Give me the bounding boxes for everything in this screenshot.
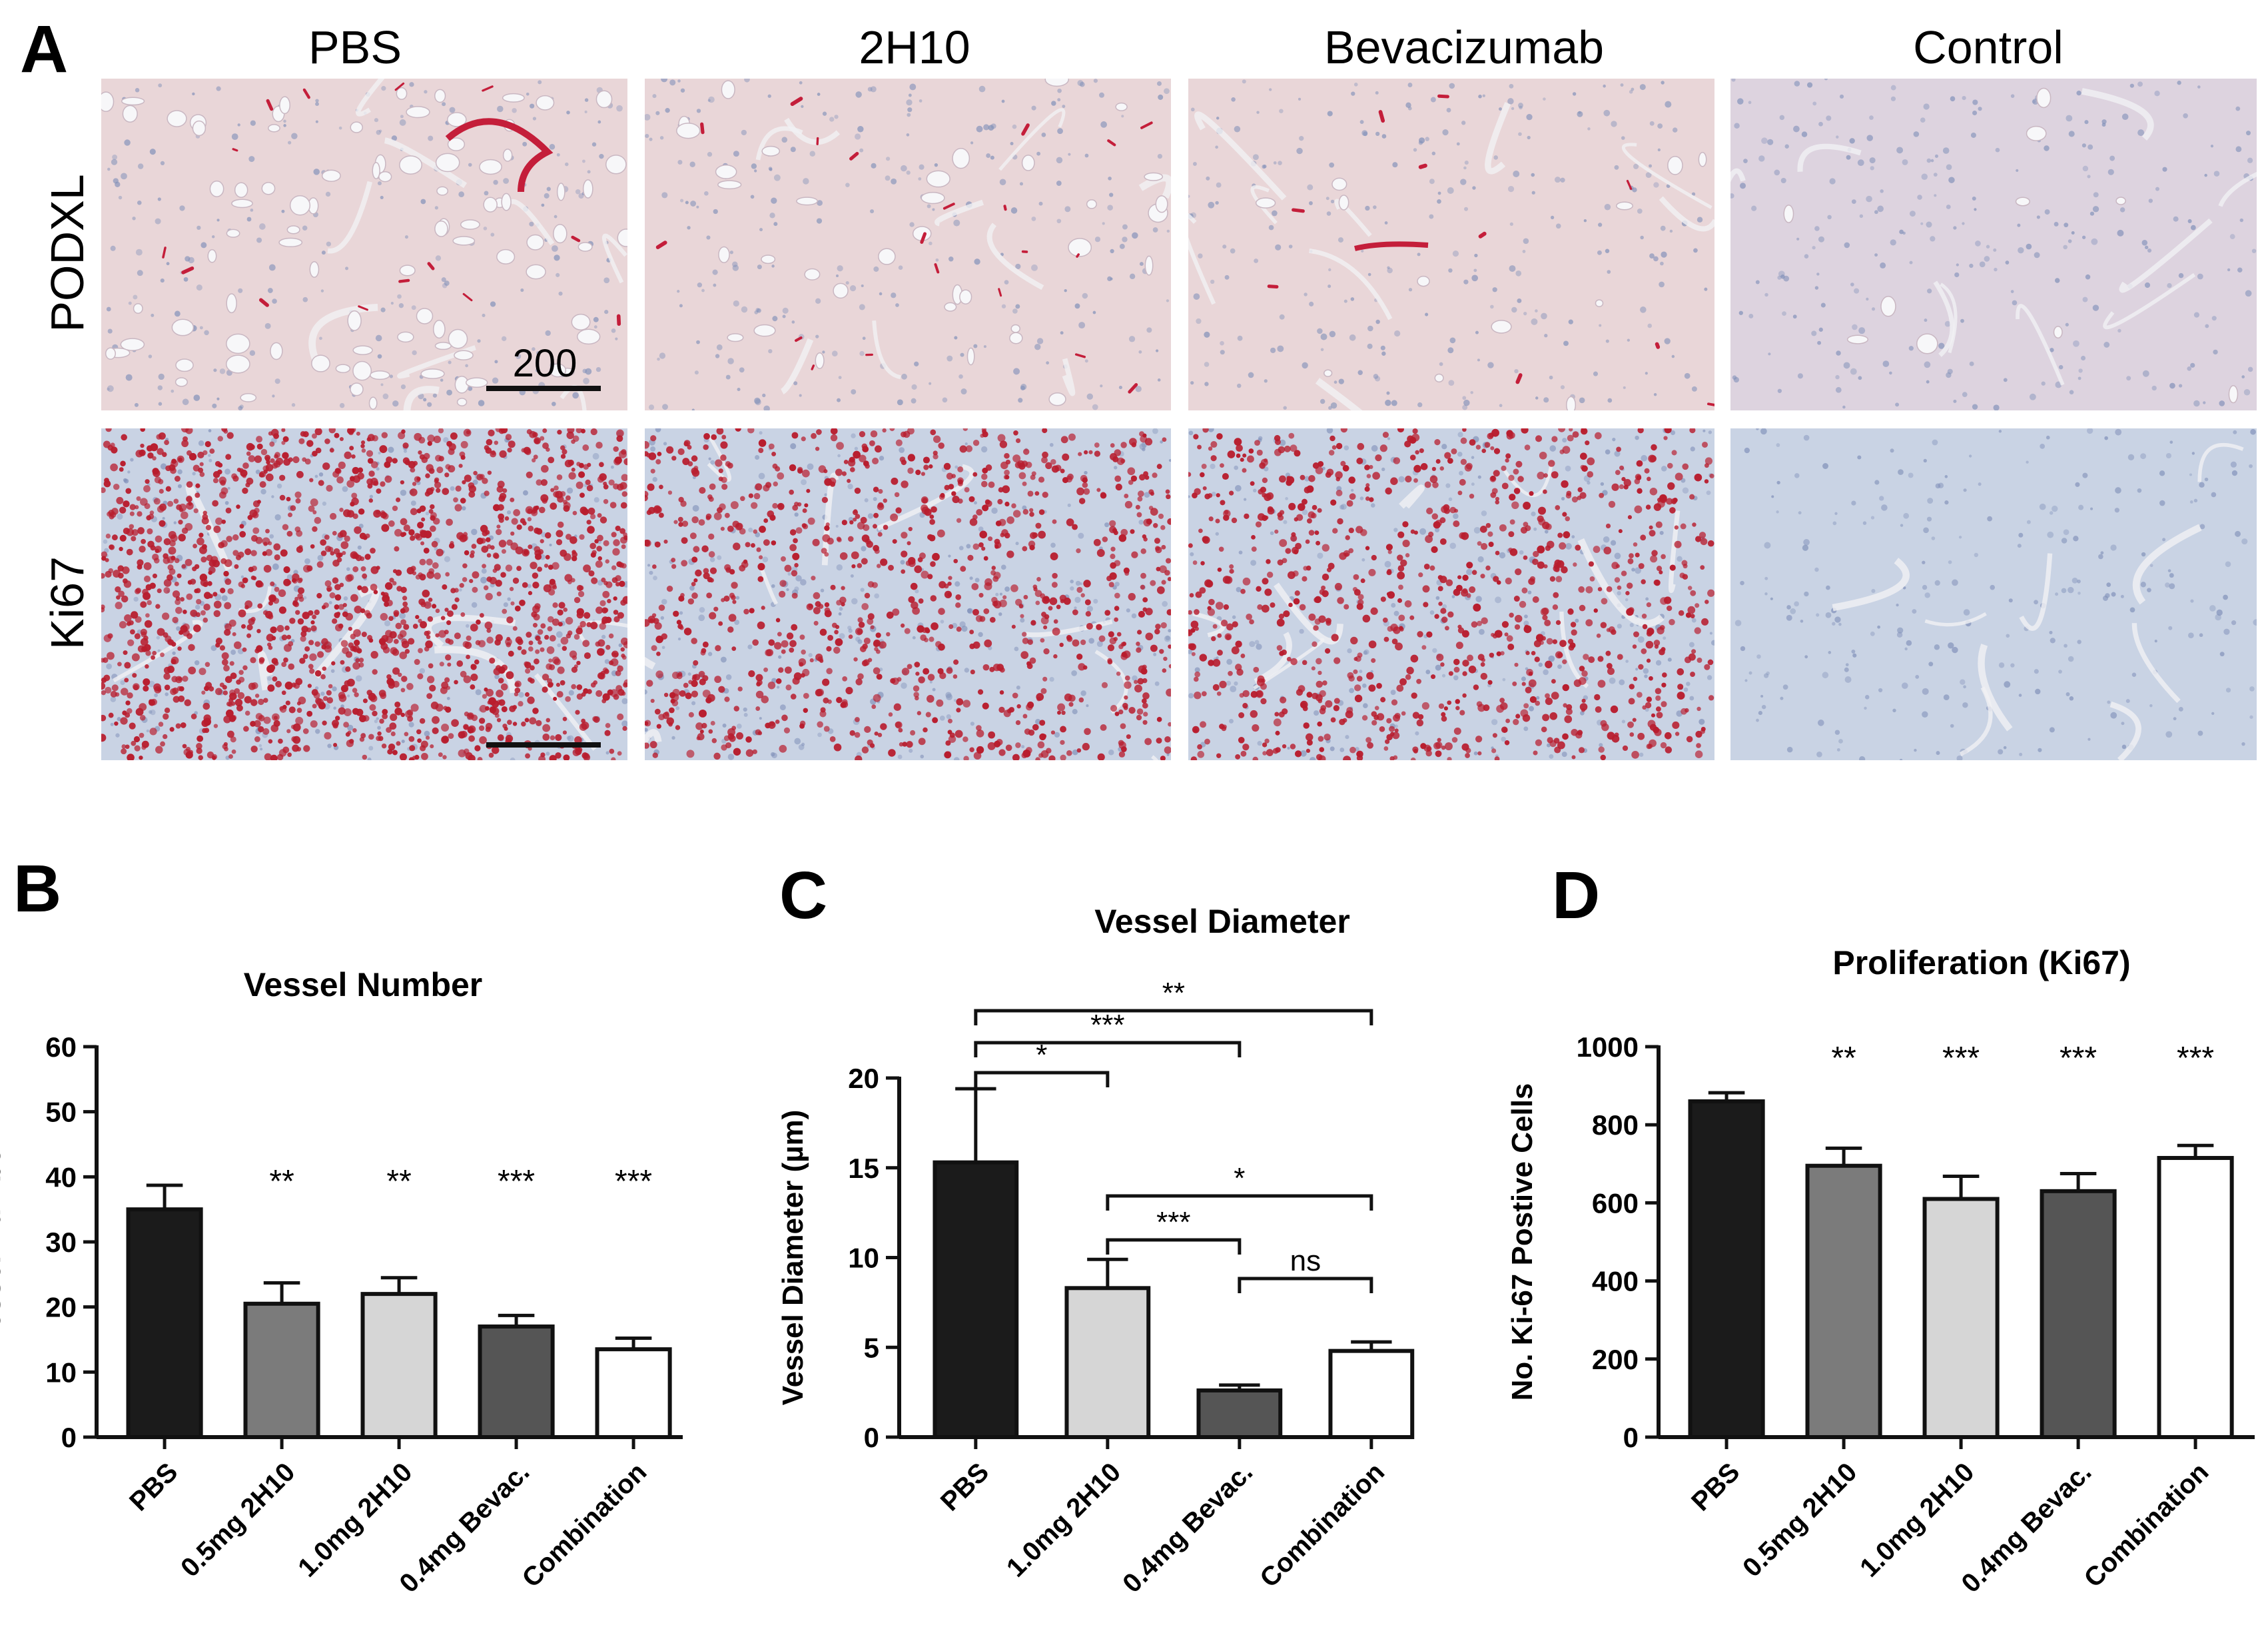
micrograph-ki67-pbs	[101, 428, 627, 760]
bracket-label: ns	[1290, 1245, 1321, 1277]
y-tick-label: 20	[848, 1063, 879, 1094]
bar	[360, 1292, 438, 1439]
y-tick-label: 200	[1592, 1344, 1639, 1375]
chart-b: B Vessel Number 0 10 20 30 40 50 60 Vessel Number…	[0, 851, 683, 1598]
bar	[1688, 1099, 1765, 1440]
category-label: 0.5mg 2H10	[1737, 1457, 1862, 1582]
y-tick-label: 10	[45, 1356, 77, 1388]
category-label: PBS	[935, 1457, 994, 1516]
bracket-label: *	[1036, 1039, 1047, 1071]
bar	[2040, 1189, 2117, 1439]
bar	[126, 1207, 203, 1439]
micrograph-ki67-control	[1730, 428, 2257, 760]
panel-letter-b: B	[13, 851, 61, 926]
bar	[1064, 1286, 1151, 1439]
category-label: 1.0mg 2H10	[292, 1457, 418, 1582]
y-tick-label: 400	[1592, 1266, 1639, 1297]
micrograph-ki67-2h10	[645, 428, 1171, 760]
comparison-bracket	[1106, 1238, 1242, 1255]
chart-title: Proliferation (Ki67)	[1832, 944, 2130, 981]
category-label: 0.5mg 2H10	[175, 1457, 300, 1582]
chart-d: D Proliferation (Ki67) 0 200 400 600 800 1000 No…	[1506, 858, 2255, 1598]
y-tick-label: 1000	[1577, 1031, 1639, 1063]
micrograph-ki67-bevacizumab	[1188, 428, 1714, 760]
chart-title: Vessel Diameter	[1094, 903, 1350, 940]
y-tick-label: 60	[45, 1031, 77, 1063]
y-tick-label: 5	[864, 1332, 879, 1363]
row-label-ki67: Ki67	[41, 556, 93, 650]
column-label-2h10: 2H10	[859, 21, 970, 73]
significance-label: ***	[1942, 1041, 1980, 1076]
significance-label: **	[386, 1164, 411, 1199]
category-label: Combination	[2078, 1457, 2214, 1593]
bar	[1328, 1349, 1415, 1440]
chart-c: C Vessel Diameter 0 5 10 15 20 Vessel Diameter …	[777, 858, 1415, 1598]
bar	[1196, 1388, 1283, 1439]
bracket-label: *	[1234, 1162, 1245, 1195]
y-tick-label: 600	[1592, 1187, 1639, 1219]
category-label: PBS	[1686, 1457, 1745, 1516]
category-label: Combination	[1254, 1457, 1390, 1593]
micrograph-podxl-bevacizumab	[1188, 79, 1714, 410]
column-label-pbs: PBS	[308, 21, 402, 73]
significance-label: **	[1831, 1041, 1856, 1076]
category-label: Combination	[516, 1457, 652, 1593]
y-tick-label: 0	[864, 1422, 879, 1453]
column-label-bevacizumab: Bevacizumab	[1324, 21, 1604, 73]
comparison-bracket	[1106, 1194, 1373, 1211]
category-label: PBS	[124, 1457, 183, 1516]
bar	[1922, 1197, 2000, 1440]
y-axis-title: No. Ki-67 Postive Cells	[1506, 1083, 1539, 1401]
bar	[243, 1301, 320, 1439]
significance-label: ***	[498, 1164, 535, 1199]
micrograph-podxl-control	[1730, 79, 2257, 410]
comparison-bracket	[974, 1071, 1110, 1087]
panel-letter-c: C	[779, 858, 827, 933]
y-tick-label: 40	[45, 1161, 77, 1193]
comparison-bracket	[1238, 1277, 1373, 1293]
significance-label: ***	[2060, 1041, 2097, 1076]
y-tick-label: 0	[61, 1422, 77, 1453]
y-tick-label: 10	[848, 1243, 879, 1274]
y-tick-label: 800	[1592, 1109, 1639, 1141]
y-axis-title: Vessel Diameter (µm)	[777, 1110, 809, 1406]
y-tick-label: 0	[1623, 1422, 1639, 1453]
bracket-label: ***	[1156, 1206, 1190, 1239]
bracket-label: **	[1162, 977, 1185, 1009]
micrograph-podxl-2h10	[645, 79, 1171, 410]
comparison-bracket	[974, 1009, 1373, 1025]
y-tick-label: 20	[45, 1292, 77, 1323]
row-label-podxl: PODXL	[41, 174, 93, 332]
chart-title: Vessel Number	[244, 966, 483, 1003]
significance-label: ***	[615, 1164, 652, 1199]
scale-bar-label: 200	[513, 342, 577, 385]
y-axis-title: Vessel Number	[0, 1137, 7, 1347]
category-label: 1.0mg 2H10	[1001, 1457, 1126, 1582]
significance-label: ***	[2177, 1041, 2214, 1076]
significance-label: **	[269, 1164, 294, 1199]
bar	[595, 1347, 672, 1440]
y-tick-label: 50	[45, 1097, 77, 1128]
panel-letter-d: D	[1552, 858, 1600, 933]
bar	[478, 1324, 555, 1440]
column-label-control: Control	[1913, 21, 2064, 73]
category-label: 0.4mg Bevac.	[1117, 1457, 1258, 1598]
bar	[1805, 1163, 1882, 1439]
bar	[2157, 1156, 2234, 1439]
micrograph-podxl-pbs	[101, 79, 627, 410]
panel-a: A PBS 2H10 Bevacizumab Control PODXL Ki6…	[20, 12, 2257, 760]
y-tick-label: 30	[45, 1227, 77, 1258]
bar	[933, 1160, 1019, 1440]
y-tick-label: 15	[848, 1153, 879, 1184]
bracket-label: ***	[1090, 1009, 1124, 1041]
comparison-bracket	[974, 1041, 1242, 1057]
panel-letter-a: A	[20, 12, 68, 87]
scale-bar-top: 200	[486, 342, 601, 391]
category-label: 1.0mg 2H10	[1854, 1457, 1980, 1582]
